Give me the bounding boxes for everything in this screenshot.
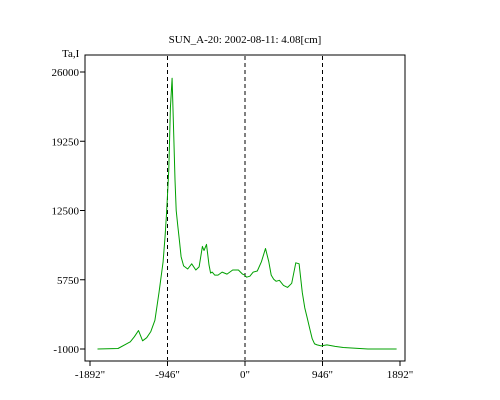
series-layer bbox=[97, 77, 397, 350]
series-line bbox=[97, 77, 397, 350]
y-tick-label: 26000 bbox=[52, 67, 80, 79]
y-tick-label: 19250 bbox=[52, 136, 80, 148]
chart-title: SUN_A-20: 2002-08-11: 4.08[cm] bbox=[169, 34, 322, 46]
x-tick-label: -946" bbox=[155, 369, 180, 381]
x-tick-label: -1892" bbox=[75, 369, 105, 381]
x-tick-label: 1892" bbox=[387, 369, 414, 381]
y-axis-label: Ta,I bbox=[62, 48, 80, 60]
x-tick-label: 946" bbox=[312, 369, 333, 381]
vertical-markers bbox=[167, 56, 323, 360]
y-tick-label: 12500 bbox=[52, 206, 80, 218]
axis-ticks: -1892" -946" 0" 946" 1892" 26000 19250 12500 575… bbox=[52, 67, 414, 381]
y-tick-label: 5750 bbox=[57, 275, 80, 287]
x-tick-label: 0" bbox=[240, 369, 250, 381]
y-tick-label: -1000 bbox=[53, 344, 79, 356]
